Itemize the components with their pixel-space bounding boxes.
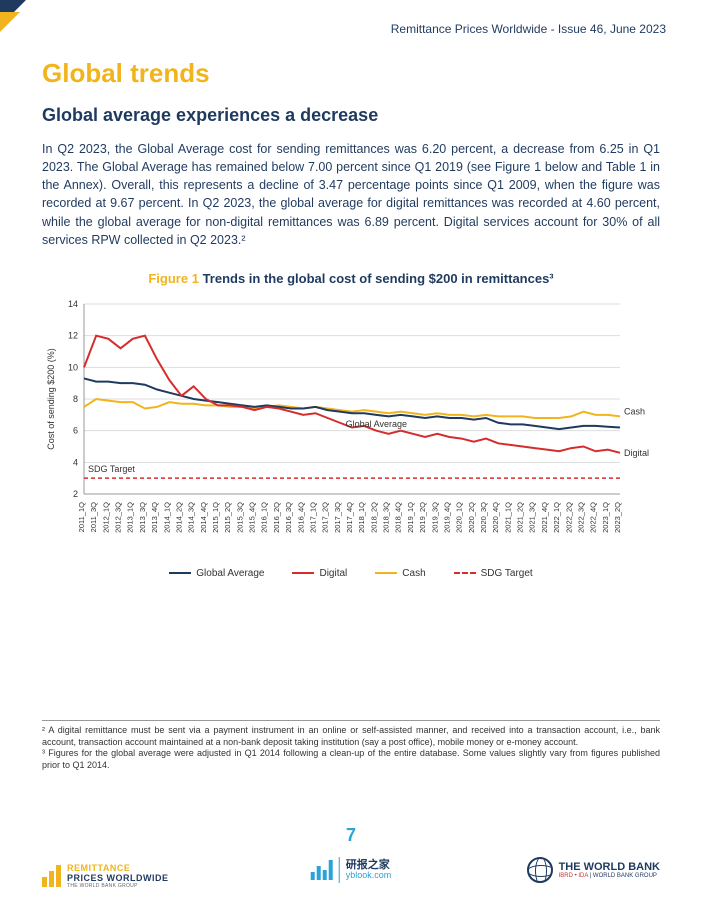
svg-text:2016_1Q: 2016_1Q (260, 502, 269, 533)
figure-title: Figure 1 Trends in the global cost of se… (42, 271, 660, 286)
svg-text:2022_1Q: 2022_1Q (552, 502, 561, 533)
svg-text:Digital: Digital (624, 448, 649, 458)
footnotes: ² A digital remittance must be sent via … (42, 720, 660, 772)
logo-right-text: THE WORLD BANK IBRD • IDA | WORLD BANK G… (559, 861, 660, 880)
svg-text:2022_4Q: 2022_4Q (589, 502, 598, 533)
svg-text:2021_4Q: 2021_4Q (540, 502, 549, 533)
legend-item: SDG Target (454, 568, 533, 579)
svg-text:2014_1Q: 2014_1Q (162, 502, 171, 533)
legend-label: Cash (402, 568, 425, 579)
legend-item: Digital (292, 568, 347, 579)
footnote-3: ³ Figures for the global average were ad… (42, 748, 660, 771)
svg-text:12: 12 (68, 330, 78, 340)
svg-text:2019_2Q: 2019_2Q (418, 502, 427, 533)
legend-swatch (375, 572, 397, 574)
legend-item: Global Average (169, 568, 264, 579)
svg-text:2014_4Q: 2014_4Q (199, 502, 208, 533)
svg-text:SDG Target: SDG Target (88, 464, 135, 474)
legend-label: SDG Target (481, 568, 533, 579)
svg-text:Cash: Cash (624, 406, 645, 416)
svg-text:2016_3Q: 2016_3Q (284, 502, 293, 533)
svg-text:2017_3Q: 2017_3Q (333, 502, 342, 533)
svg-text:8: 8 (73, 394, 78, 404)
watermark: 研报之家 yblook.com (311, 857, 392, 883)
chart-svg: 2 4 6 8 10 12 14 Cost of sending $200 (%) 2011_1… (42, 294, 660, 564)
svg-text:10: 10 (68, 362, 78, 372)
svg-text:14: 14 (68, 299, 78, 309)
figure-caption: Trends in the global cost of sending $20… (203, 271, 554, 286)
svg-text:2019_3Q: 2019_3Q (430, 502, 439, 533)
svg-text:Cost of sending $200 (%): Cost of sending $200 (%) (46, 348, 56, 450)
remittance-logo: REMITTANCE PRICES WORLDWIDE THE WORLD BA… (42, 864, 169, 889)
svg-text:2012_3Q: 2012_3Q (114, 502, 123, 533)
svg-text:2018_3Q: 2018_3Q (382, 502, 391, 533)
watermark-text: 研报之家 yblook.com (346, 859, 392, 881)
svg-text:2018_4Q: 2018_4Q (394, 502, 403, 533)
svg-text:2013_4Q: 2013_4Q (150, 502, 159, 533)
section-subtitle: Global average experiences a decrease (42, 105, 660, 126)
logo-bars-icon (42, 865, 61, 887)
watermark-bars-icon (311, 860, 333, 880)
svg-text:2014_2Q: 2014_2Q (174, 502, 183, 533)
figure-1-chart: 2 4 6 8 10 12 14 Cost of sending $200 (%) 2011_1… (42, 294, 660, 564)
svg-text:2022_3Q: 2022_3Q (576, 502, 585, 533)
page-title: Global trends (42, 58, 660, 89)
svg-text:2019_4Q: 2019_4Q (442, 502, 451, 533)
svg-text:2015_2Q: 2015_2Q (223, 502, 232, 533)
svg-text:2020_2Q: 2020_2Q (467, 502, 476, 533)
svg-text:2014_3Q: 2014_3Q (187, 502, 196, 533)
svg-text:2020_3Q: 2020_3Q (479, 502, 488, 533)
legend-swatch (292, 572, 314, 574)
chart-legend: Global Average Digital Cash SDG Target (42, 568, 660, 579)
svg-text:2017_4Q: 2017_4Q (345, 502, 354, 533)
svg-text:2: 2 (73, 489, 78, 499)
header-issue: Remittance Prices Worldwide - Issue 46, … (391, 22, 666, 36)
svg-text:4: 4 (73, 457, 78, 467)
svg-text:Global Average: Global Average (346, 419, 407, 429)
page-footer: 7 REMITTANCE PRICES WORLDWIDE THE WORLD … (0, 829, 702, 889)
svg-text:2023_1Q: 2023_1Q (601, 502, 610, 533)
svg-text:2023_2Q: 2023_2Q (613, 502, 622, 533)
svg-text:6: 6 (73, 425, 78, 435)
svg-text:2020_1Q: 2020_1Q (455, 502, 464, 533)
svg-text:2016_4Q: 2016_4Q (296, 502, 305, 533)
svg-text:2020_4Q: 2020_4Q (491, 502, 500, 533)
svg-text:2021_2Q: 2021_2Q (516, 502, 525, 533)
svg-text:2021_3Q: 2021_3Q (528, 502, 537, 533)
svg-text:2019_1Q: 2019_1Q (406, 502, 415, 533)
svg-text:2011_3Q: 2011_3Q (89, 502, 98, 532)
legend-label: Digital (319, 568, 347, 579)
svg-text:2015_3Q: 2015_3Q (235, 502, 244, 533)
svg-text:2018_1Q: 2018_1Q (357, 502, 366, 533)
globe-icon (527, 857, 553, 883)
figure-label: Figure 1 (148, 271, 199, 286)
watermark-separator (339, 857, 340, 883)
page-number: 7 (346, 825, 356, 846)
svg-text:2012_1Q: 2012_1Q (101, 502, 110, 533)
svg-text:2021_1Q: 2021_1Q (503, 502, 512, 533)
svg-text:2011_1Q: 2011_1Q (77, 502, 86, 532)
world-bank-logo: THE WORLD BANK IBRD • IDA | WORLD BANK G… (527, 857, 660, 883)
svg-text:2015_4Q: 2015_4Q (248, 502, 257, 533)
legend-item: Cash (375, 568, 425, 579)
footnote-2: ² A digital remittance must be sent via … (42, 725, 660, 748)
svg-text:2018_2Q: 2018_2Q (369, 502, 378, 533)
legend-label: Global Average (196, 568, 264, 579)
corner-decoration-gold (0, 12, 20, 32)
legend-swatch (454, 572, 476, 574)
legend-swatch (169, 572, 191, 574)
svg-text:2013_1Q: 2013_1Q (126, 502, 135, 533)
body-paragraph: In Q2 2023, the Global Average cost for … (42, 140, 660, 249)
svg-text:2017_2Q: 2017_2Q (321, 502, 330, 533)
svg-text:2013_3Q: 2013_3Q (138, 502, 147, 533)
svg-text:2016_2Q: 2016_2Q (272, 502, 281, 533)
svg-text:2022_2Q: 2022_2Q (564, 502, 573, 533)
main-content: Global trends Global average experiences… (42, 58, 660, 579)
logo-left-text: REMITTANCE PRICES WORLDWIDE THE WORLD BA… (67, 864, 169, 889)
svg-text:2015_1Q: 2015_1Q (211, 502, 220, 533)
svg-text:2017_1Q: 2017_1Q (308, 502, 317, 533)
